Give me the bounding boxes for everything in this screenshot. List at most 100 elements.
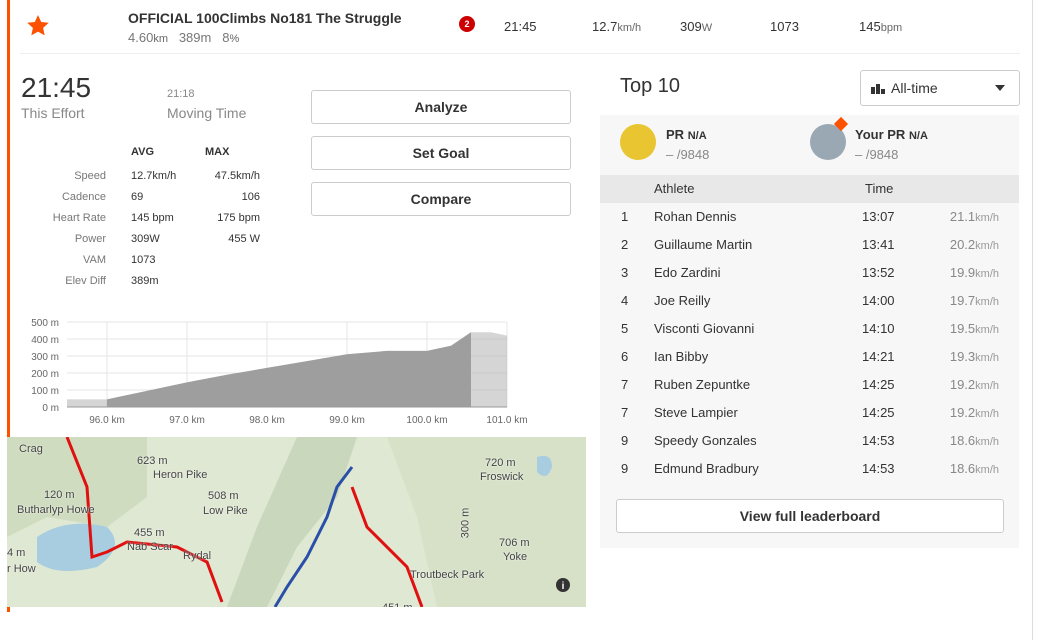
athlete[interactable]: Edmund Bradbury — [654, 461, 759, 476]
x-tick-label: 100.0 km — [406, 415, 447, 426]
heart-rate: 145bpm — [859, 19, 902, 34]
leaderboard-row[interactable]: 2 Guillaume Martin 13:41 20.2km/h — [600, 230, 1019, 258]
analyze-button[interactable]: Analyze — [311, 90, 571, 124]
athlete[interactable]: Visconti Giovanni — [654, 321, 755, 336]
leaderboard-title: Top 10 — [620, 75, 681, 97]
value: 19.2 — [949, 405, 976, 420]
stat-label: VAM — [82, 254, 106, 266]
star-icon[interactable] — [26, 14, 50, 38]
x-tick-label: 99.0 km — [329, 415, 365, 426]
y-tick-label: 100 m — [31, 386, 59, 397]
map-label: Low Pike — [203, 505, 248, 517]
map-label: 706 m — [499, 537, 530, 549]
leaderboard-row[interactable]: 1 Rohan Dennis 13:07 21.1km/h — [600, 202, 1019, 230]
x-tick-label: 97.0 km — [169, 415, 205, 426]
map[interactable]: i Crag 623 m Heron Pike 120 m Butharlyp Howe… — [7, 437, 586, 607]
unit: km/h — [975, 268, 999, 280]
compare-button[interactable]: Compare — [311, 182, 571, 216]
speed: 19.3km/h — [950, 349, 999, 364]
unit: km/h — [617, 22, 642, 34]
athlete[interactable]: Ian Bibby — [654, 349, 709, 364]
rank: 7 — [621, 405, 629, 420]
value: 309 — [680, 19, 702, 34]
stat-avg: 69 — [131, 191, 144, 203]
distance: 4.60 — [128, 30, 154, 45]
map-label: r How — [7, 563, 36, 575]
column-header: Time — [865, 181, 894, 196]
pr-rank: – /9848 — [666, 147, 710, 162]
value: 19.5 — [949, 321, 976, 336]
pr-label: PR N/A — [666, 127, 707, 142]
stat-avg: 12.7km/h — [131, 170, 177, 182]
athlete[interactable]: Speedy Gonzales — [654, 433, 757, 448]
unit: bpm — [880, 22, 903, 34]
leaderboard-row[interactable]: 9 Speedy Gonzales 14:53 18.6km/h — [600, 426, 1019, 454]
map-label: Froswick — [480, 471, 524, 483]
speed: 12.7km/h — [592, 19, 641, 34]
unit: km/h — [975, 212, 999, 224]
unit: % — [229, 33, 240, 45]
stat-avg: 309W — [131, 233, 160, 245]
map-label: Troutbeck Park — [410, 569, 485, 581]
athlete[interactable]: Edo Zardini — [654, 265, 721, 280]
effort-label: This Effort — [21, 105, 85, 121]
leaderboard-row[interactable]: 4 Joe Reilly 14:00 19.7km/h — [600, 286, 1019, 314]
time: 14:25 — [862, 377, 895, 392]
time: 14:53 — [862, 461, 895, 476]
set-goal-button[interactable]: Set Goal — [311, 136, 571, 170]
value: 19.7 — [949, 293, 976, 308]
segment-title[interactable]: OFFICIAL 100Climbs No181 The Struggle — [128, 10, 402, 26]
stat-avg: 1073 — [131, 254, 156, 266]
athlete[interactable]: Ruben Zepuntke — [654, 377, 751, 392]
map-label: 455 m — [134, 527, 165, 539]
map-label: 623 m — [137, 455, 168, 467]
athlete[interactable]: Joe Reilly — [654, 293, 711, 308]
table-header — [600, 175, 1019, 203]
leaderboard-row[interactable]: 6 Ian Bibby 14:21 19.3km/h — [600, 342, 1019, 370]
leaderboard-row[interactable]: 9 Edmund Bradbury 14:53 18.6km/h — [600, 454, 1019, 482]
leaderboard-row[interactable]: 3 Edo Zardini 13:52 19.9km/h — [600, 258, 1019, 286]
rank: 6 — [621, 349, 629, 364]
unit: km/h — [975, 408, 999, 420]
pr-avatar — [620, 124, 656, 160]
view-leaderboard-button[interactable]: View full leaderboard — [616, 499, 1004, 533]
value: 19.9 — [949, 265, 976, 280]
filter-dropdown[interactable]: All-time — [860, 70, 1020, 106]
map-label: 4 m — [7, 547, 26, 559]
time: 13:07 — [862, 209, 895, 224]
rank: 7 — [621, 377, 629, 392]
map-base: i — [7, 437, 586, 607]
time: 14:00 — [862, 293, 895, 308]
unit: W — [701, 22, 713, 34]
power: 309W — [680, 19, 712, 34]
speed: 21.1km/h — [950, 209, 999, 224]
time: 13:52 — [862, 265, 895, 280]
stat-max: 455 W — [228, 233, 260, 245]
map-label: 120 m — [44, 489, 75, 501]
segment-meta: 4.60km 389m 8% — [128, 30, 239, 45]
stat-label: Cadence — [61, 191, 106, 203]
y-tick-label: 200 m — [31, 369, 59, 380]
value: N/A — [908, 130, 928, 142]
leaderboard-row[interactable]: 7 Steve Lampier 14:25 19.2km/h — [600, 398, 1019, 426]
leaderboard-row[interactable]: 5 Visconti Giovanni 14:10 19.5km/h — [600, 314, 1019, 342]
grade: 8 — [222, 30, 230, 45]
athlete[interactable]: Guillaume Martin — [654, 237, 753, 252]
map-label: Crag — [19, 443, 43, 455]
athlete[interactable]: Steve Lampier — [654, 405, 738, 420]
elevation-chart: 0 m 100 m 200 m 300 m 400 m 500 m 96.0 km 97.0 … — [31, 318, 527, 426]
stat-label: Power — [74, 233, 106, 245]
rank: 9 — [621, 433, 629, 448]
leaderboard-row[interactable]: 7 Ruben Zepuntke 14:25 19.2km/h — [600, 370, 1019, 398]
x-tick-label: 101.0 km — [486, 415, 527, 426]
map-label: 508 m — [208, 490, 239, 502]
rank: 4 — [621, 293, 629, 308]
athlete[interactable]: Rohan Dennis — [654, 209, 737, 224]
vam: 1073 — [770, 19, 799, 34]
time: 14:21 — [862, 349, 895, 364]
unit: km/h — [975, 436, 999, 448]
caret — [995, 85, 1005, 91]
speed: 19.7km/h — [950, 293, 999, 308]
filter-label: All-time — [891, 80, 938, 96]
